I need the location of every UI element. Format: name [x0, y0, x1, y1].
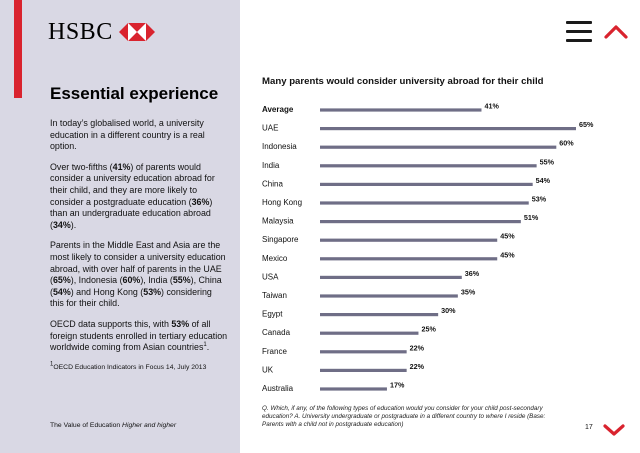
bar	[320, 368, 407, 372]
bar	[320, 331, 419, 335]
category-label: Malaysia	[262, 217, 294, 226]
bar	[320, 108, 482, 112]
bar	[320, 294, 458, 298]
category-label: Indonesia	[262, 142, 297, 151]
category-label: Average	[262, 105, 294, 114]
category-label: Mexico	[262, 254, 288, 263]
category-label: USA	[262, 272, 279, 281]
category-label: India	[262, 161, 280, 170]
value-label: 53%	[532, 195, 547, 204]
page-heading: Essential experience	[50, 84, 219, 103]
value-label: 35%	[461, 288, 476, 297]
intro-text: In today’s globalised world, a universit…	[50, 118, 228, 372]
category-label: France	[262, 347, 287, 356]
bar	[320, 145, 557, 149]
category-label: Egypt	[262, 310, 283, 319]
paragraph-1: In today’s globalised world, a universit…	[50, 118, 205, 152]
hsbc-logo: HSBC	[48, 18, 155, 45]
bar	[320, 201, 529, 205]
bar	[320, 257, 498, 261]
value-label: 22%	[410, 362, 425, 371]
bar	[320, 350, 407, 354]
page-number: 17	[585, 424, 593, 431]
paragraph-3: Parents in the Middle East and Asia are …	[50, 240, 226, 309]
bar-chart: Average 41% UAE 65% Indonesia 60% India 55% Chin…	[262, 96, 602, 400]
bar	[320, 182, 533, 186]
left-panel	[0, 0, 240, 453]
bar	[320, 275, 462, 279]
category-label: Taiwan	[262, 291, 287, 300]
value-label: 45%	[500, 232, 515, 241]
value-label: 41%	[484, 102, 499, 111]
value-label: 51%	[524, 213, 539, 222]
category-label: Australia	[262, 384, 294, 393]
category-label: China	[262, 179, 283, 188]
chevron-up-icon[interactable]	[603, 22, 629, 40]
category-label: Singapore	[262, 235, 299, 244]
accent-bar	[14, 0, 22, 98]
hamburger-icon[interactable]	[566, 21, 592, 43]
value-label: 55%	[540, 157, 555, 166]
category-label: Hong Kong	[262, 198, 302, 207]
bar	[320, 313, 439, 317]
value-label: 36%	[465, 269, 480, 278]
bar	[320, 387, 387, 391]
value-label: 17%	[390, 381, 405, 390]
chart-title: Many parents would consider university a…	[262, 76, 544, 87]
value-label: 65%	[579, 120, 594, 129]
hexagon-logo-icon	[118, 23, 155, 41]
value-label: 45%	[500, 250, 515, 259]
paragraph-2: Over two-fifths (41%) of parents would c…	[50, 161, 215, 230]
category-label: UAE	[262, 124, 278, 133]
footnote: 1OECD Education Indicators in Focus 14, …	[50, 361, 207, 371]
paragraph-4: OECD data supports this, with 53% of all…	[50, 318, 228, 353]
chevron-down-icon[interactable]	[602, 422, 626, 438]
value-label: 30%	[441, 306, 456, 315]
bar	[320, 220, 521, 224]
value-label: 22%	[410, 343, 425, 352]
bar	[320, 127, 576, 131]
bar	[320, 238, 498, 242]
category-label: UK	[262, 365, 274, 374]
bar	[320, 164, 537, 168]
chart-note: Q. Which, if any, of the following types…	[262, 405, 546, 428]
value-label: 60%	[559, 139, 574, 148]
value-label: 54%	[536, 176, 551, 185]
category-label: Canada	[262, 328, 291, 337]
logo-text: HSBC	[48, 18, 113, 45]
value-label: 25%	[421, 325, 436, 334]
footer-text: The Value of Education Higher and higher	[50, 422, 177, 429]
bar-chart-svg: Average 41% UAE 65% Indonesia 60% India 55% Chin…	[262, 102, 594, 394]
